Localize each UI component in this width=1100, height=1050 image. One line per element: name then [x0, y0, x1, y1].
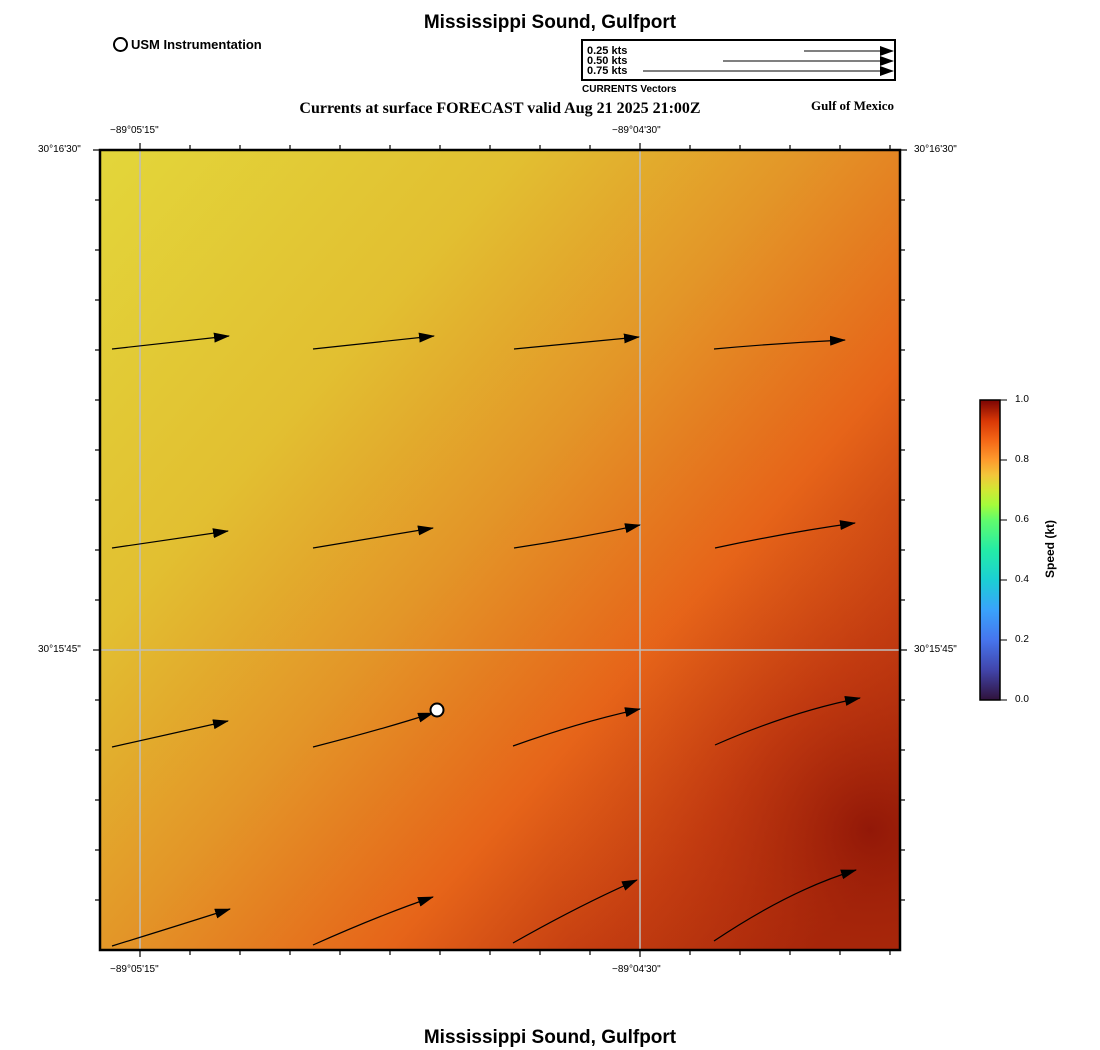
colorbar-tick-label: 0.4: [1015, 574, 1029, 585]
lon-label-bottom-2: −89°04'30": [612, 964, 661, 975]
speed-hotspot: [100, 150, 900, 950]
current-vector: [713, 869, 857, 942]
colorbar-tick-label: 1.0: [1015, 394, 1029, 405]
map-title-bottom: Mississippi Sound, Gulfport: [423, 1027, 677, 1048]
current-vector: [312, 332, 435, 350]
speed-colorbar: [979, 399, 1001, 701]
colorbar-tick-label: 0.8: [1015, 454, 1029, 465]
frame-ticks: [93, 143, 907, 957]
vector-legend-entry: 0.75 kts: [587, 65, 628, 77]
vector-legend-caption: CURRENTS Vectors: [582, 84, 677, 95]
current-vector: [714, 520, 856, 549]
current-vector: [312, 712, 434, 748]
colorbar-tick-label: 0.6: [1015, 514, 1029, 525]
lat-label-right-2: 30°15'45": [914, 644, 957, 655]
current-vector: [512, 707, 641, 747]
current-vector: [713, 335, 846, 350]
lon-label-top-2: −89°04'30": [612, 125, 661, 136]
current-vector: [513, 333, 640, 350]
current-vector: [714, 696, 861, 746]
region-label: Gulf of Mexico: [811, 98, 895, 113]
current-vector: [111, 528, 229, 549]
lat-label-left-2: 30°15'45": [38, 644, 81, 655]
current-vector: [111, 332, 230, 350]
current-vector: [312, 525, 434, 549]
vector-legend-arrows: [643, 46, 894, 76]
colorbar-ticks: [1000, 399, 1007, 701]
lon-label-top-1: −89°05'15": [110, 125, 159, 136]
marker-legend: USM Instrumentation: [113, 37, 262, 52]
vector-legend-entry: 0.25 kts: [587, 45, 628, 57]
map-title-top: Mississippi Sound, Gulfport: [423, 12, 677, 33]
vector-legend-entry: 0.50 kts: [587, 55, 628, 67]
station-marker-icon: [113, 37, 128, 52]
colorbar-tick-label: 0.2: [1015, 634, 1029, 645]
forecast-subtitle: Currents at surface FORECAST valid Aug 2…: [299, 100, 701, 117]
current-vector: [312, 896, 434, 946]
current-vector: [512, 879, 638, 944]
marker-legend-label: USM Instrumentation: [131, 37, 262, 52]
current-vector: [513, 523, 641, 549]
colorbar-tick-label: 0.0: [1015, 694, 1029, 705]
current-vectors: [111, 332, 861, 947]
graticule: [100, 150, 900, 950]
usm-station-marker: [429, 702, 445, 718]
vector-legend-box: 0.25 kts 0.50 kts 0.75 kts: [581, 39, 896, 81]
current-vector: [111, 719, 229, 748]
lon-label-bottom-1: −89°05'15": [110, 964, 159, 975]
current-vector: [111, 908, 231, 947]
colorbar-label: Speed (kt): [1043, 520, 1057, 579]
lat-label-right-1: 30°16'30": [914, 144, 957, 155]
lat-label-left-1: 30°16'30": [38, 144, 81, 155]
